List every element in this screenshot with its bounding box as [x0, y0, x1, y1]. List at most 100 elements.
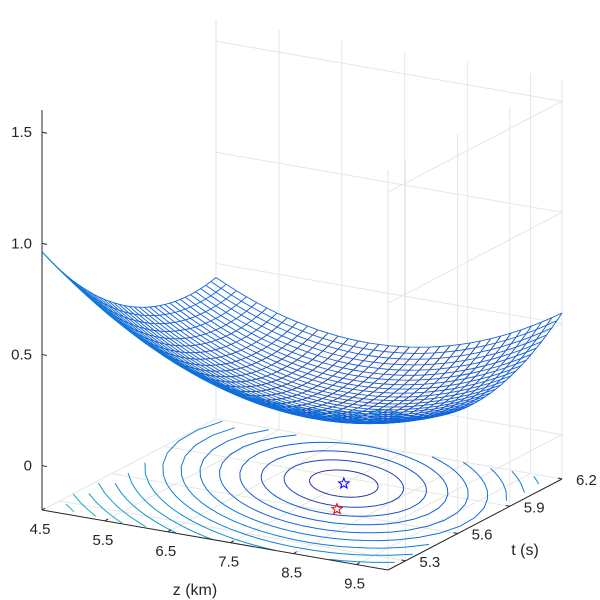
mesh-line-y: [200, 288, 547, 366]
x-grid-floor: [167, 440, 343, 533]
y-tick: [557, 477, 563, 480]
contour-line: [431, 456, 469, 505]
contour-plot: [65, 420, 540, 563]
x-axis-line: [41, 509, 389, 571]
contour-line: [308, 469, 379, 498]
mesh-line-y: [123, 305, 471, 419]
x-grid-floor: [41, 418, 217, 511]
contour-line: [98, 482, 146, 528]
x-tick: [167, 529, 172, 533]
y-tick: [453, 532, 458, 535]
mesh-line-y: [103, 298, 450, 424]
mesh-line-y: [118, 303, 465, 421]
z-tick-label: 0.5: [11, 346, 32, 363]
grid-lines: [41, 19, 563, 570]
y-tick: [505, 504, 510, 507]
x-tick-label: 6.5: [155, 543, 176, 560]
mesh-line-y: [185, 296, 532, 381]
x-tick-label: 7.5: [218, 554, 239, 571]
x-tick-label: 5.5: [92, 532, 113, 549]
mesh-line-y: [128, 305, 476, 418]
mesh-line-y: [149, 306, 496, 408]
x-tick: [230, 540, 235, 544]
contour-line: [88, 493, 123, 524]
x-tick: [293, 551, 297, 555]
mesh-line-y: [41, 251, 389, 413]
x-tick-label: 4.5: [30, 521, 51, 538]
mesh-line-x: [41, 251, 217, 308]
contour-line: [490, 467, 507, 501]
contour-line: [127, 472, 213, 540]
contour-line: [260, 450, 427, 517]
y-tick-label: 5.6: [472, 527, 493, 544]
x-grid-floor: [230, 451, 405, 544]
minimum-markers: [330, 476, 351, 515]
y-grid-floor: [111, 473, 458, 535]
mesh-line-x: [153, 332, 329, 383]
x-axis-label: z (km): [173, 582, 217, 599]
y-axis-line: [387, 478, 563, 571]
z-tick-label: 0: [24, 458, 32, 475]
axes: [41, 110, 563, 571]
star-marker: [337, 476, 351, 490]
z-tick: [41, 353, 48, 356]
star-marker: [330, 502, 344, 515]
contour-line: [114, 482, 176, 534]
contour-line: [533, 475, 540, 485]
z-tick-label: 1.0: [11, 235, 32, 252]
contour-line: [329, 558, 395, 563]
z-grid-right: [387, 100, 563, 193]
mesh-line-y: [46, 256, 394, 415]
y-tick: [401, 559, 406, 562]
mesh-line-y: [205, 284, 552, 360]
y-grid-floor: [215, 418, 563, 480]
mesh-line-y: [144, 306, 491, 411]
contour-line: [199, 429, 485, 542]
contour-line: [180, 427, 429, 549]
contour-line: [511, 470, 525, 493]
x-tick: [356, 562, 360, 565]
contour-line: [144, 462, 276, 551]
y-tick-label: 6.2: [576, 472, 597, 489]
mesh-line-y: [179, 299, 527, 386]
mesh-line-y: [133, 306, 481, 416]
mesh-line-y: [154, 306, 501, 405]
y-grid-floor: [163, 445, 510, 507]
mesh-line-y: [113, 302, 460, 422]
z-grid-right: [387, 434, 563, 526]
contour-line: [462, 461, 489, 509]
z-grid-back: [215, 262, 563, 324]
mesh-line-y: [174, 301, 522, 390]
x-tick: [104, 518, 109, 522]
mesh-line-y: [190, 294, 537, 376]
contour-line: [65, 503, 75, 513]
x-tick-label: 9.5: [344, 576, 365, 593]
y-tick-label: 5.3: [419, 554, 440, 571]
tick-labels: 4.5 5.5 6.5 7.5 8.5 9.5 5.3 5.6 5.9 6.2 0 0.5 1.0 1.5: [11, 124, 597, 592]
mesh-line-y: [164, 304, 511, 398]
z-tick: [41, 242, 48, 245]
mesh-surface: [41, 251, 563, 425]
mesh-line-y: [57, 267, 404, 419]
mesh-line-y: [108, 300, 455, 423]
contour-line: [239, 441, 449, 526]
contour-line: [72, 493, 97, 517]
x-tick: [41, 507, 46, 511]
z-tick: [41, 465, 48, 468]
mesh-line-y: [169, 302, 517, 394]
y-tick-label: 5.9: [524, 499, 545, 516]
z-grid-right: [387, 211, 563, 304]
mesh-line-y: [77, 283, 424, 424]
mesh-line-y: [138, 306, 486, 413]
contour-line: [162, 420, 413, 556]
x-grid-floor: [356, 473, 531, 565]
z-grid-back: [215, 40, 563, 102]
y-grid-floor: [59, 500, 406, 562]
y-axis-label: t (s): [511, 542, 539, 559]
contour-line: [219, 434, 466, 534]
z-tick-label: 1.5: [11, 124, 32, 141]
z-grid-back: [215, 151, 563, 213]
x-grid-floor: [293, 462, 468, 555]
z-tick: [41, 131, 48, 134]
